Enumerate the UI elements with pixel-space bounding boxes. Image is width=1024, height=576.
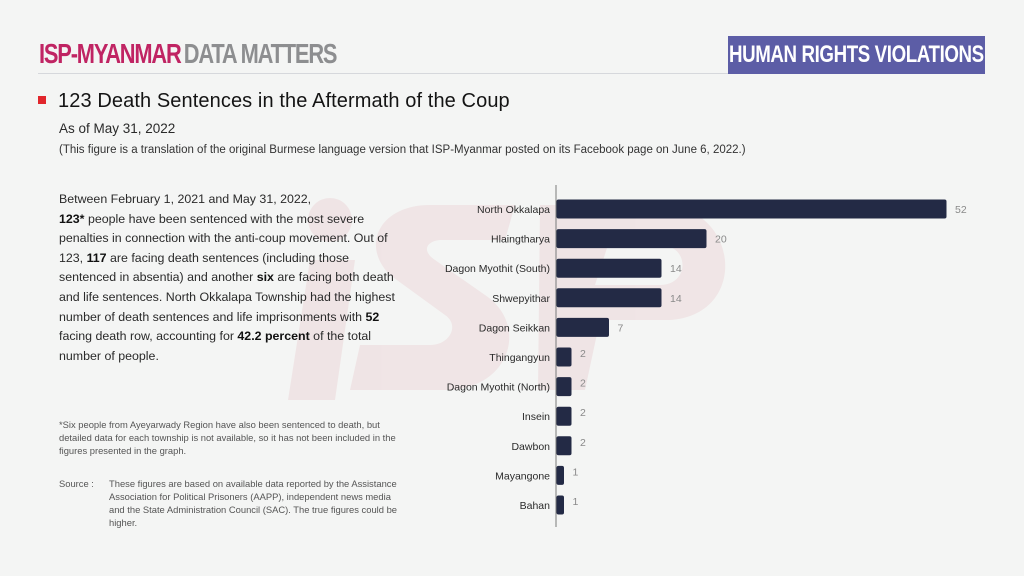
summary-highlight-death: 117: [86, 250, 107, 265]
title-bullet-icon: [38, 96, 46, 104]
bar: [556, 317, 609, 337]
brand-secondary: DATA MATTERS: [183, 38, 338, 69]
summary-highlight-percent: 42.2 percent: [237, 329, 310, 344]
summary-highlight-six: six: [256, 270, 274, 285]
bar: [556, 258, 662, 278]
category-label: Dagon Myothit (North): [447, 382, 550, 394]
value-label: 52: [955, 204, 967, 216]
source-text: These figures are based on available dat…: [109, 478, 398, 528]
summary-highlight-total: 123*: [59, 211, 85, 226]
summary-part: are facing death sentences (including th…: [59, 250, 350, 285]
source-note: Source : These figures are based on avai…: [59, 477, 399, 529]
category-label: Dagon Seikkan: [479, 322, 550, 334]
category-label: Mayangone: [495, 470, 550, 482]
summary-part: facing death row, accounting for: [59, 329, 238, 344]
brand-logo: ISP-MYANMAR DATA MATTERS: [39, 38, 338, 70]
bar: [556, 199, 947, 219]
value-label: 2: [580, 348, 586, 360]
value-label: 2: [580, 437, 586, 449]
bar: [556, 465, 564, 485]
translation-note: (This figure is a translation of the ori…: [59, 144, 746, 156]
summary-part: people have been sentenced with the most…: [59, 211, 388, 265]
category-label: Hlaingtharya: [491, 234, 550, 246]
summary-part: are facing both death and life sentences…: [59, 270, 395, 324]
bar: [556, 347, 572, 367]
category-label: Bahan: [520, 500, 551, 512]
bar: [556, 406, 572, 426]
summary-highlight-52: 52: [365, 309, 380, 324]
bar: [556, 288, 662, 308]
summary-text: Between February 1, 2021 and May 31, 202…: [59, 190, 404, 366]
header-divider: [38, 73, 728, 74]
footnote: *Six people from Ayeyarwady Region have …: [59, 419, 396, 456]
bar: [556, 495, 564, 515]
value-label: 7: [618, 322, 624, 334]
value-label: 1: [573, 496, 579, 508]
category-label: Shwepyithar: [492, 293, 550, 305]
category-label: North Okkalapa: [477, 204, 550, 216]
value-label: 1: [573, 466, 579, 478]
value-label: 2: [580, 378, 586, 390]
category-badge: HUMAN RIGHTS VIOLATIONS: [728, 36, 985, 74]
brand-primary: ISP-MYANMAR: [39, 38, 182, 69]
category-label: Insein: [522, 411, 550, 423]
bar: [556, 436, 572, 456]
value-label: 20: [715, 234, 727, 246]
source-label: Source :: [59, 478, 94, 489]
value-label: 2: [580, 407, 586, 419]
category-label: Dawbon: [511, 441, 550, 453]
page-subtitle: As of May 31, 2022: [59, 121, 176, 136]
value-label: 14: [670, 263, 682, 275]
bar: [556, 229, 707, 249]
bar: [556, 377, 572, 397]
summary-part: Between February 1, 2021 and May 31, 202…: [59, 192, 312, 206]
summary-part: of the total number of people.: [59, 329, 372, 363]
value-label: 14: [670, 293, 682, 305]
category-label: Dagon Myothit (South): [445, 263, 550, 275]
page-title: 123 Death Sentences in the Aftermath of …: [58, 90, 510, 112]
category-label: Thingangyun: [489, 352, 550, 364]
category-label: HUMAN RIGHTS VIOLATIONS: [729, 41, 984, 68]
